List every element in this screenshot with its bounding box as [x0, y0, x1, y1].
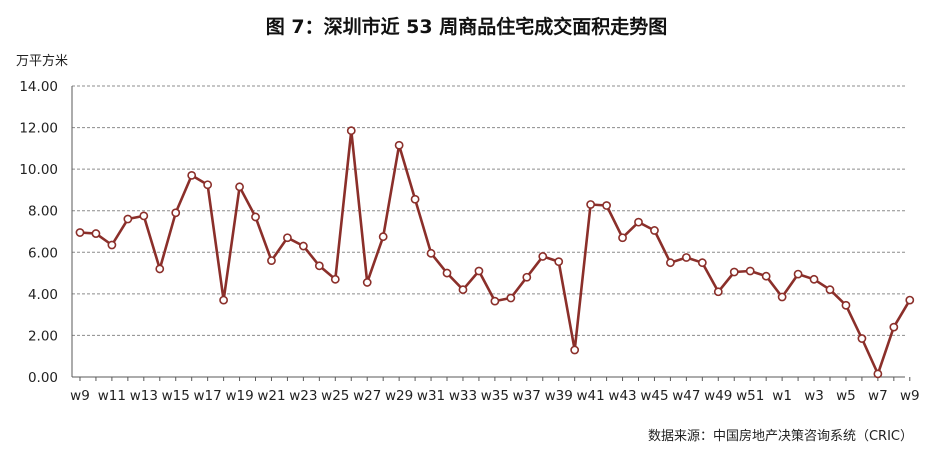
y-axis-ticks: 0.00 2.00 4.00 6.00 8.00 10.00 12.00 14.00 — [19, 79, 58, 386]
data-points — [75, 126, 915, 379]
data-point — [825, 285, 835, 295]
x-tick-label: w19 — [225, 388, 253, 404]
x-tick-label: w9 — [900, 388, 920, 404]
y-tick-label: 2.00 — [28, 328, 58, 344]
data-point — [123, 214, 133, 224]
y-tick-label: 10.00 — [19, 162, 58, 178]
x-tick-label: w45 — [640, 388, 668, 404]
data-point — [761, 271, 771, 281]
data-point — [75, 228, 85, 237]
data-point — [394, 140, 404, 150]
data-point — [410, 194, 420, 204]
data-point — [442, 268, 452, 278]
data-point — [841, 300, 851, 310]
x-tick-label: w31 — [417, 388, 445, 404]
data-point — [251, 212, 260, 222]
data-point — [139, 211, 149, 221]
x-tick-label: w35 — [481, 388, 509, 404]
data-point — [506, 293, 516, 303]
data-point — [314, 261, 324, 271]
x-tick-label: w27 — [353, 388, 381, 404]
x-tick-label: w29 — [385, 388, 413, 404]
x-tick-label: w37 — [513, 388, 541, 404]
data-point — [522, 272, 532, 282]
x-tick-label: w7 — [868, 388, 888, 404]
x-tick-label: w49 — [704, 388, 732, 404]
data-point — [490, 296, 500, 306]
data-point — [458, 285, 468, 295]
x-tick-label: w9 — [70, 388, 90, 404]
x-tick-label: w13 — [130, 388, 158, 404]
data-point — [330, 274, 340, 284]
y-tick-label: 4.00 — [28, 287, 58, 303]
data-point — [426, 248, 436, 258]
data-point — [298, 241, 308, 251]
data-point — [91, 229, 101, 238]
data-point — [267, 256, 276, 265]
data-point — [697, 258, 707, 268]
data-point — [107, 240, 117, 250]
data-point — [650, 226, 659, 235]
data-point — [634, 217, 643, 227]
data-point — [809, 274, 819, 284]
x-tick-label: w33 — [449, 388, 477, 404]
data-point — [203, 180, 213, 190]
x-tick-label: w47 — [672, 388, 700, 404]
data-point — [713, 287, 723, 297]
data-point — [618, 233, 627, 243]
y-tick-label: 12.00 — [19, 121, 58, 137]
data-point — [187, 170, 197, 180]
data-point — [905, 295, 915, 305]
data-point — [793, 269, 803, 279]
data-point — [729, 267, 739, 277]
data-source-note: 数据来源：中国房地产决策咨询系统（CRIC） — [647, 429, 913, 444]
data-point — [219, 295, 228, 305]
data-point — [346, 126, 356, 136]
y-tick-label: 8.00 — [28, 204, 58, 220]
data-point — [666, 258, 675, 268]
data-point — [777, 292, 787, 302]
x-tick-label: w51 — [736, 388, 764, 404]
data-point — [538, 252, 548, 261]
x-tick-label: w1 — [772, 388, 792, 404]
data-point — [474, 266, 484, 276]
data-point — [235, 182, 244, 192]
x-tick-label: w15 — [162, 388, 190, 404]
data-point — [745, 266, 755, 276]
x-tick-label: w23 — [289, 388, 317, 404]
x-tick-label: w39 — [545, 388, 573, 404]
y-tick-label: 14.00 — [19, 79, 58, 95]
data-point — [857, 334, 867, 343]
data-point — [602, 201, 611, 210]
data-point — [681, 253, 691, 262]
x-tick-label: w3 — [804, 388, 824, 404]
x-axis: w9 w11 w13 w15 w17 w19 w21 w23 w25 w27 w29 w31 w33 w3… — [70, 86, 920, 404]
data-point — [362, 278, 372, 287]
data-point — [873, 369, 883, 379]
data-point — [570, 345, 580, 355]
data-point — [171, 208, 181, 218]
data-point — [283, 233, 292, 243]
x-tick-label: w5 — [836, 388, 856, 404]
data-point — [378, 232, 388, 242]
data-point — [155, 264, 165, 274]
x-tick-label: w17 — [194, 388, 222, 404]
data-point — [889, 322, 899, 332]
chart-title: 图 7：深圳市近 53 周商品住宅成交面积走势图 — [265, 16, 668, 38]
gridlines — [72, 85, 905, 336]
data-point — [554, 257, 564, 267]
data-point — [586, 200, 596, 209]
y-tick-label: 6.00 — [28, 245, 58, 261]
x-tick-label: w25 — [321, 388, 349, 404]
y-tick-label: 0.00 — [28, 370, 58, 386]
x-tick-label: w43 — [608, 388, 636, 404]
x-tick-label: w41 — [577, 388, 605, 404]
y-axis-unit-label: 万平方米 — [16, 54, 69, 69]
x-tick-label: w11 — [98, 388, 126, 404]
x-tick-label: w21 — [257, 388, 285, 404]
